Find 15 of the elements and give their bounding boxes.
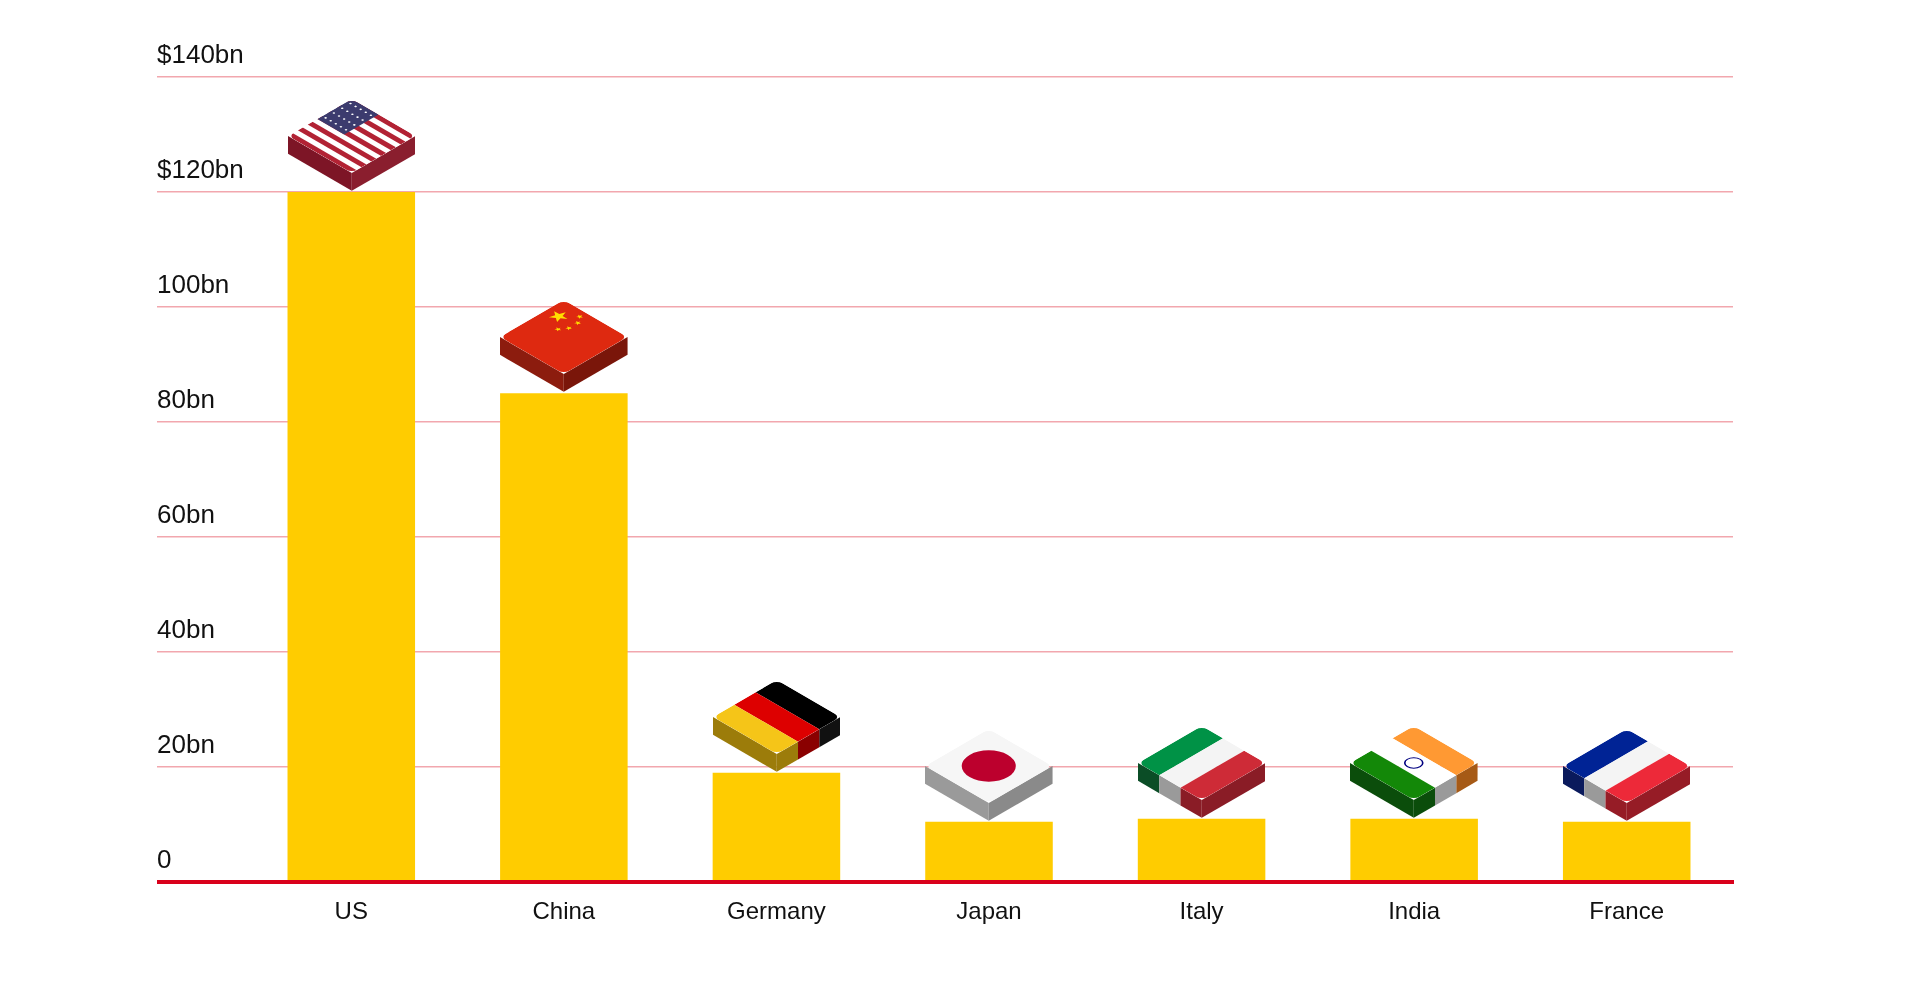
x-tick-label: China [532, 897, 596, 925]
x-tick-label: US [334, 897, 368, 925]
y-tick-label: 80bn [157, 384, 215, 415]
y-tick-label: 60bn [157, 499, 215, 530]
y-tick-label: 0 [157, 844, 172, 875]
y-tick-label: 40bn [157, 614, 215, 645]
x-tick-label: France [1589, 897, 1665, 925]
y-tick-label: $120bn [157, 154, 244, 185]
y-tick-label: 20bn [157, 729, 215, 760]
x-tick-label: Italy [1179, 897, 1224, 925]
y-tick-label: 100bn [157, 269, 230, 300]
y-tick-label: $140bn [157, 39, 244, 70]
x-tick-label: India [1388, 897, 1441, 925]
x-tick-label: Japan [956, 897, 1022, 925]
x-tick-label: Germany [727, 897, 826, 925]
